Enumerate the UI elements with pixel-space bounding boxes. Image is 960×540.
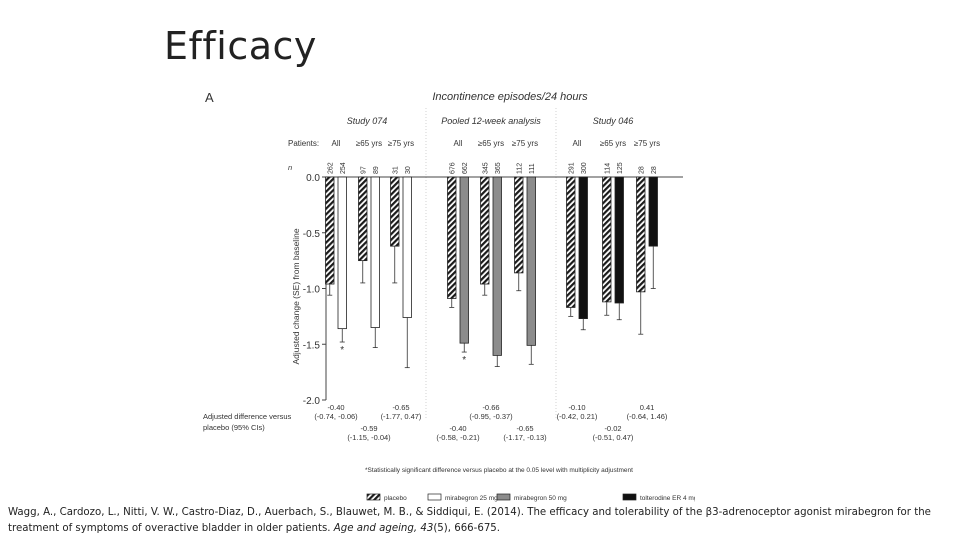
- y-tick-label: -1.0: [303, 285, 321, 296]
- diff-label-line2: placebo (95% CIs): [203, 423, 265, 432]
- patients-label: Patients:: [288, 139, 319, 148]
- diff-ci: (-0.58, -0.21): [436, 433, 480, 442]
- bar-tolt: [648, 176, 658, 247]
- footnote: *Statistically significant difference ve…: [365, 467, 633, 474]
- diff-ci: (-0.42, 0.21): [557, 412, 598, 421]
- n-value: 262: [327, 162, 334, 174]
- subgroup-label: ≥75 yrs: [388, 139, 414, 148]
- group-title: Study 046: [593, 116, 634, 126]
- n-value: 111: [529, 163, 536, 174]
- n-value: 114: [604, 163, 611, 174]
- n-value: 30: [405, 166, 412, 174]
- diff-value: -0.02: [604, 424, 621, 433]
- bar-tolt: [578, 176, 588, 320]
- diff-ci: (-0.74, -0.06): [314, 412, 358, 421]
- n-value: 125: [617, 162, 624, 174]
- subgroup-label: ≥75 yrs: [634, 139, 660, 148]
- bar-mira25: [337, 176, 347, 330]
- n-value: 676: [449, 162, 456, 174]
- legend-label: tolterodine ER 4 mg: [640, 495, 695, 502]
- legend-swatch-mira25: [427, 493, 442, 501]
- n-value: 365: [495, 162, 502, 174]
- y-tick-label: 0.0: [306, 173, 320, 184]
- diff-value: -0.40: [327, 403, 344, 412]
- subgroup-label: ≥65 yrs: [478, 139, 504, 148]
- subgroup-label: All: [573, 139, 582, 148]
- bar-tolt: [614, 176, 624, 304]
- panel-label: A: [205, 90, 214, 105]
- citation-journal: Age and ageing, 43: [333, 523, 434, 534]
- bar-placebo: [566, 176, 576, 308]
- bar-mira50: [459, 176, 469, 344]
- group-title: Study 074: [347, 116, 388, 126]
- group-title: Pooled 12-week analysis: [441, 116, 541, 126]
- y-axis-label: Adjusted change (SE) from baseline: [291, 228, 301, 364]
- diff-label-line1: Adjusted difference versus: [203, 412, 291, 421]
- diff-value: -0.65: [392, 403, 409, 412]
- n-value: 300: [581, 162, 588, 174]
- slide-title: Efficacy: [164, 24, 317, 68]
- diff-ci: (-0.64, 1.46): [627, 412, 668, 421]
- n-value: 254: [340, 162, 347, 174]
- subgroup-label: All: [332, 139, 341, 148]
- bar-mira25: [370, 176, 380, 328]
- n-label: n: [288, 163, 292, 172]
- diff-value: -0.40: [449, 424, 466, 433]
- n-value: 662: [462, 162, 469, 174]
- diff-ci: (-1.77, 0.47): [381, 412, 422, 421]
- y-tick-label: -0.5: [303, 229, 321, 240]
- n-value: 89: [373, 166, 380, 174]
- incontinence-chart: A Incontinence episodes/24 hours Study 074…: [203, 90, 695, 502]
- y-tick-label: -2.0: [303, 396, 321, 407]
- diff-ci: (-1.17, -0.13): [503, 433, 547, 442]
- diff-value: -0.59: [360, 424, 377, 433]
- n-value: 28: [638, 166, 645, 174]
- bar-mira50: [492, 176, 502, 356]
- chart-title: Incontinence episodes/24 hours: [432, 91, 588, 103]
- subgroup-label: ≥75 yrs: [512, 139, 538, 148]
- legend-swatch-mira50: [496, 493, 511, 501]
- diff-ci: (-1.15, -0.04): [347, 433, 391, 442]
- diff-value: -0.66: [482, 403, 499, 412]
- bar-mira50: [526, 176, 536, 346]
- bar-placebo: [358, 176, 368, 262]
- n-value: 28: [651, 166, 658, 174]
- diff-value: -0.10: [568, 403, 585, 412]
- n-value: 291: [568, 162, 575, 174]
- legend-swatch-tolt: [622, 493, 637, 501]
- n-value: 112: [516, 163, 523, 174]
- legend-swatch-placebo: [366, 493, 381, 501]
- n-value: 31: [392, 166, 399, 174]
- citation-text: Wagg, A., Cardozo, L., Nitti, V. W., Cas…: [8, 507, 931, 534]
- y-tick-label: -1.5: [303, 340, 321, 351]
- bar-placebo: [447, 176, 457, 299]
- diff-value: 0.41: [640, 403, 655, 412]
- bar-placebo: [514, 176, 524, 274]
- bar-placebo: [325, 176, 335, 285]
- citation-issue: (5), 666-675.: [433, 523, 501, 534]
- legend-label: mirabegron 25 mg: [445, 495, 498, 502]
- citation: Wagg, A., Cardozo, L., Nitti, V. W., Cas…: [8, 505, 953, 537]
- bar-placebo: [602, 176, 612, 303]
- legend-label: mirabegron 50 mg: [514, 495, 567, 502]
- diff-value: -0.65: [516, 424, 533, 433]
- subgroup-label: ≥65 yrs: [356, 139, 382, 148]
- diff-ci: (-0.51, 0.47): [593, 433, 634, 442]
- bar-mira25: [402, 176, 412, 318]
- legend-label: placebo: [384, 495, 407, 502]
- significance-star: *: [462, 355, 466, 366]
- subgroup-label: ≥65 yrs: [600, 139, 626, 148]
- bar-placebo: [390, 176, 400, 247]
- bar-placebo: [480, 176, 490, 285]
- subgroup-label: All: [454, 139, 463, 148]
- n-value: 97: [360, 166, 367, 174]
- bar-placebo: [636, 176, 646, 293]
- diff-ci: (-0.95, -0.37): [469, 412, 513, 421]
- significance-star: *: [340, 345, 344, 356]
- n-value: 345: [482, 162, 489, 174]
